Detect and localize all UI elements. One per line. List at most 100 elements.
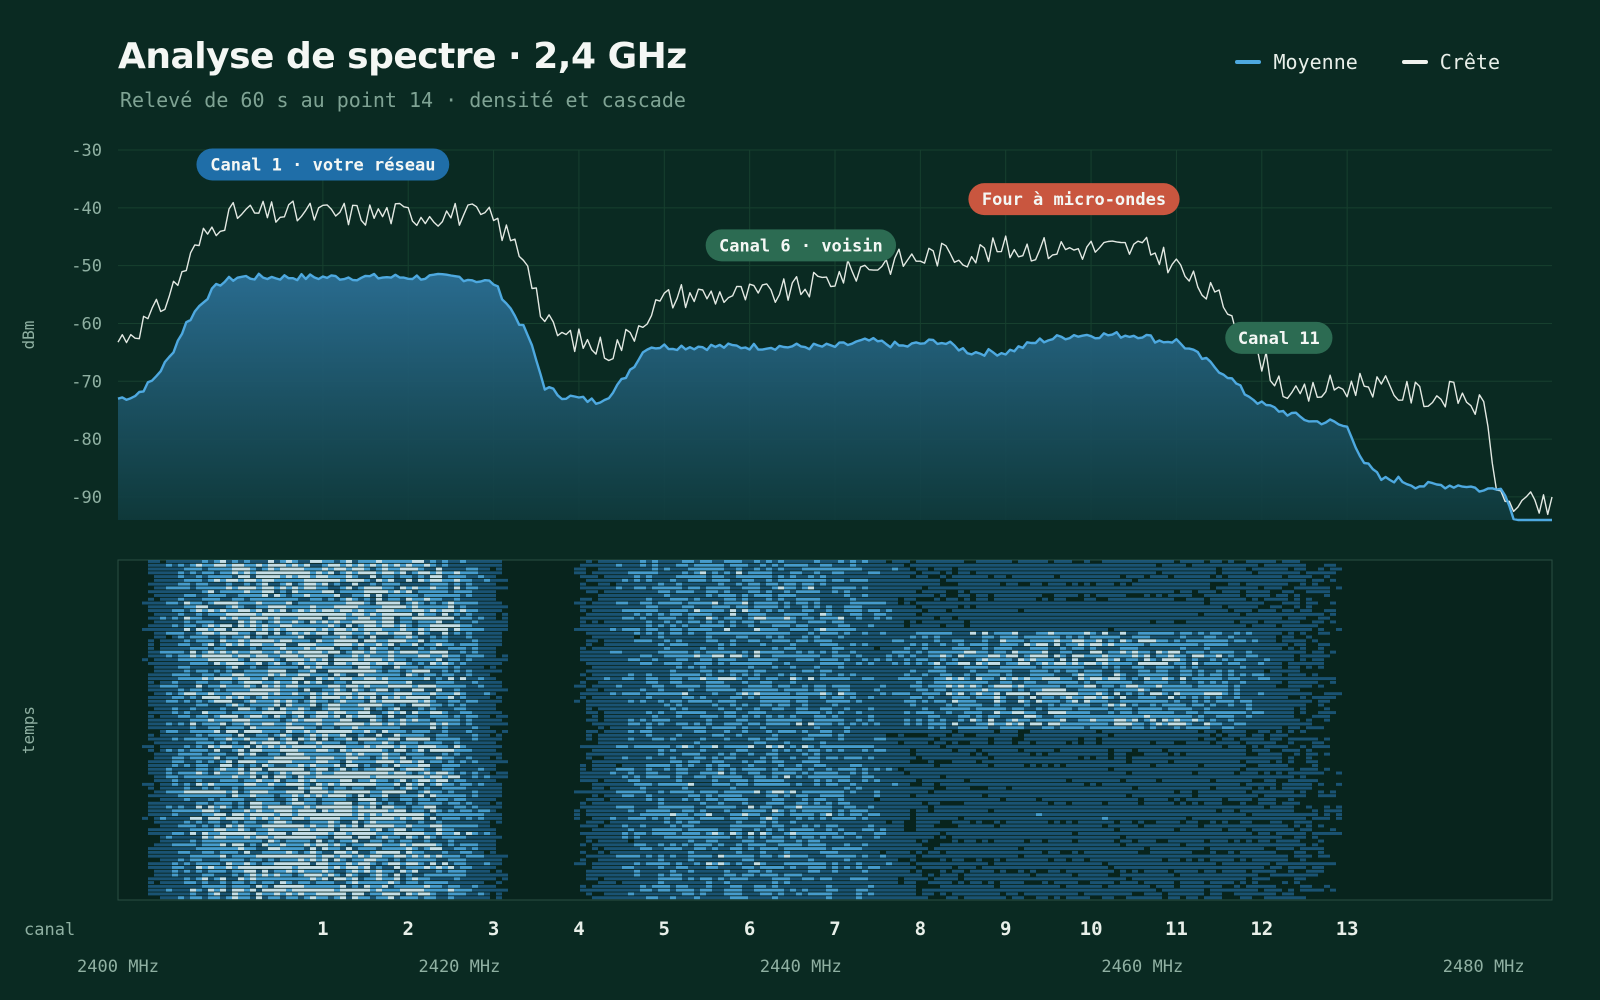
heatmap-cell: [1018, 646, 1024, 650]
heatmap-cell: [592, 658, 598, 662]
heatmap-cell: [226, 578, 232, 582]
heatmap-cell: [820, 650, 826, 654]
heatmap-cell: [814, 575, 820, 579]
heatmap-cell: [634, 646, 640, 650]
heatmap-cell: [910, 609, 916, 613]
heatmap-cell: [466, 620, 472, 624]
heatmap-cell: [220, 609, 226, 613]
heatmap-cell: [1198, 643, 1204, 647]
heatmap-cell: [406, 662, 412, 665]
heatmap-cell: [928, 639, 934, 643]
heatmap-cell: [466, 631, 472, 635]
heatmap-cell: [952, 654, 958, 658]
heatmap-cell: [1192, 567, 1198, 571]
heatmap-cell: [1036, 612, 1042, 616]
heatmap-cell: [610, 571, 616, 575]
heatmap-cell: [370, 662, 376, 665]
heatmap-cell: [1174, 662, 1180, 665]
heatmap-cell: [436, 650, 442, 654]
heatmap-cell: [1252, 578, 1258, 582]
heatmap-cell: [838, 575, 844, 579]
heatmap-cell: [1174, 658, 1180, 662]
heatmap-cell: [1234, 601, 1240, 605]
heatmap-cell: [1036, 601, 1042, 605]
heatmap-cell: [460, 612, 466, 616]
heatmap-cell: [1174, 578, 1180, 582]
heatmap-cell: [1294, 650, 1300, 654]
heatmap-cell: [994, 639, 1000, 643]
heatmap-cell: [730, 590, 736, 594]
heatmap-cell: [814, 635, 820, 639]
heatmap-cell: [664, 597, 670, 601]
heatmap-cell: [1096, 624, 1102, 628]
heatmap-cell: [268, 616, 274, 620]
heatmap-cell: [358, 578, 364, 582]
heatmap-cell: [760, 597, 766, 601]
heatmap-cell: [1204, 567, 1210, 571]
heatmap-cell: [904, 582, 910, 586]
heatmap-cell: [904, 616, 910, 620]
heatmap-cell: [580, 628, 586, 631]
heatmap-cell: [1174, 631, 1180, 635]
heatmap-cell: [670, 597, 676, 601]
heatmap-cell: [1132, 609, 1138, 613]
heatmap-cell: [1264, 635, 1270, 639]
heatmap-cell: [1138, 567, 1144, 571]
heatmap-cell: [244, 563, 250, 567]
heatmap-cell: [1264, 643, 1270, 647]
heatmap-cell: [1228, 575, 1234, 579]
heatmap-cell: [328, 571, 334, 575]
heatmap-cell: [790, 575, 796, 579]
heatmap-cell: [1024, 616, 1030, 620]
heatmap-cell: [916, 639, 922, 643]
annotation-pill: [705, 229, 897, 262]
heatmap-cell: [1300, 582, 1306, 586]
heatmap-cell: [988, 563, 994, 567]
heatmap-cell: [1264, 650, 1270, 654]
heatmap-cell: [466, 586, 472, 590]
heatmap-cell: [448, 597, 454, 601]
heatmap-cell: [880, 571, 886, 575]
heatmap-cell: [598, 628, 604, 631]
heatmap-cell: [724, 662, 730, 665]
heatmap-cell: [1228, 594, 1234, 597]
heatmap-cell: [646, 597, 652, 601]
heatmap-cell: [766, 612, 772, 616]
heatmap-cell: [148, 605, 154, 609]
heatmap-cell: [1192, 582, 1198, 586]
heatmap-cell: [826, 643, 832, 647]
heatmap-cell: [262, 560, 268, 563]
heatmap-cell: [778, 597, 784, 601]
heatmap-cell: [1198, 624, 1204, 628]
heatmap-cell: [1090, 635, 1096, 639]
legend-item-average[interactable]: Moyenne: [1235, 50, 1358, 74]
heatmap-cell: [1132, 571, 1138, 575]
heatmap-cell: [484, 605, 490, 609]
heatmap-cell: [778, 658, 784, 662]
heatmap-cell: [694, 586, 700, 590]
heatmap-cell: [190, 646, 196, 650]
heatmap-cell: [226, 567, 232, 571]
heatmap-cell: [778, 601, 784, 605]
heatmap-cell: [166, 646, 172, 650]
heatmap-cell: [1270, 616, 1276, 620]
heatmap-cell: [592, 639, 598, 643]
heatmap-cell: [628, 662, 634, 665]
heatmap-cell: [328, 612, 334, 616]
legend-item-peak[interactable]: Crête: [1401, 50, 1500, 74]
heatmap-cell: [1168, 560, 1174, 563]
heatmap-cell: [610, 563, 616, 567]
heatmap-cell: [418, 567, 424, 571]
heatmap-cell: [460, 594, 466, 597]
heatmap-cell: [412, 628, 418, 631]
heatmap-cell: [220, 654, 226, 658]
heatmap-cell: [826, 571, 832, 575]
heatmap-cell: [1048, 635, 1054, 639]
heatmap-cell: [250, 571, 256, 575]
heatmap-cell: [1258, 594, 1264, 597]
heatmap-cell: [814, 658, 820, 662]
heatmap-cell: [466, 639, 472, 643]
heatmap-cell: [1210, 628, 1216, 631]
heatmap-cell: [778, 582, 784, 586]
heatmap-cell: [808, 639, 814, 643]
